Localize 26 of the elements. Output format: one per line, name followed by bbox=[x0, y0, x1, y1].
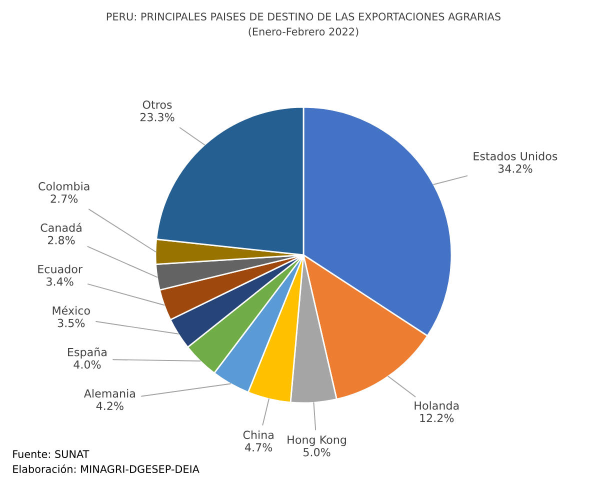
slice-label: Colombia bbox=[38, 182, 90, 190]
chart-subtitle: (Enero-Febrero 2022) bbox=[248, 27, 358, 37]
slice-label: España bbox=[68, 348, 106, 358]
slice-label: Alemania bbox=[84, 389, 135, 398]
data-label: 3.4% bbox=[46, 277, 74, 286]
data-label: 3.5% bbox=[58, 318, 85, 328]
slice-label: China bbox=[243, 430, 274, 440]
data-label: 4.7% bbox=[245, 443, 272, 452]
text: Elaboración: MINAGRI-DGESEP-DEIA bbox=[13, 464, 200, 474]
source-note: Fuente: SUNAT bbox=[13, 450, 90, 458]
data-label: 4.2% bbox=[96, 402, 124, 410]
data-label: 34.2% bbox=[498, 164, 532, 173]
slice-label: Ecuador bbox=[38, 264, 83, 274]
slice-label: Estados Unidos bbox=[474, 152, 558, 160]
slice-label: Hong Kong bbox=[288, 436, 346, 446]
slice-label: México bbox=[52, 306, 90, 315]
data-label: 12.2% bbox=[420, 414, 454, 422]
slice-label: Canadá bbox=[40, 222, 82, 232]
slice-label: Otros bbox=[142, 100, 172, 109]
data-label: 5.0% bbox=[304, 448, 330, 456]
chart-title: PERU: PRINCIPALES PAISES DE DESTINO DE LAS EXPORTACIONES AGRARIAS bbox=[106, 12, 500, 21]
data-label: 4.0% bbox=[74, 360, 101, 369]
data-label: 2.7% bbox=[50, 194, 78, 203]
data-label: 2.8% bbox=[48, 236, 75, 244]
data-label: 23.3% bbox=[140, 112, 174, 122]
slice-label: Holanda bbox=[414, 401, 459, 410]
